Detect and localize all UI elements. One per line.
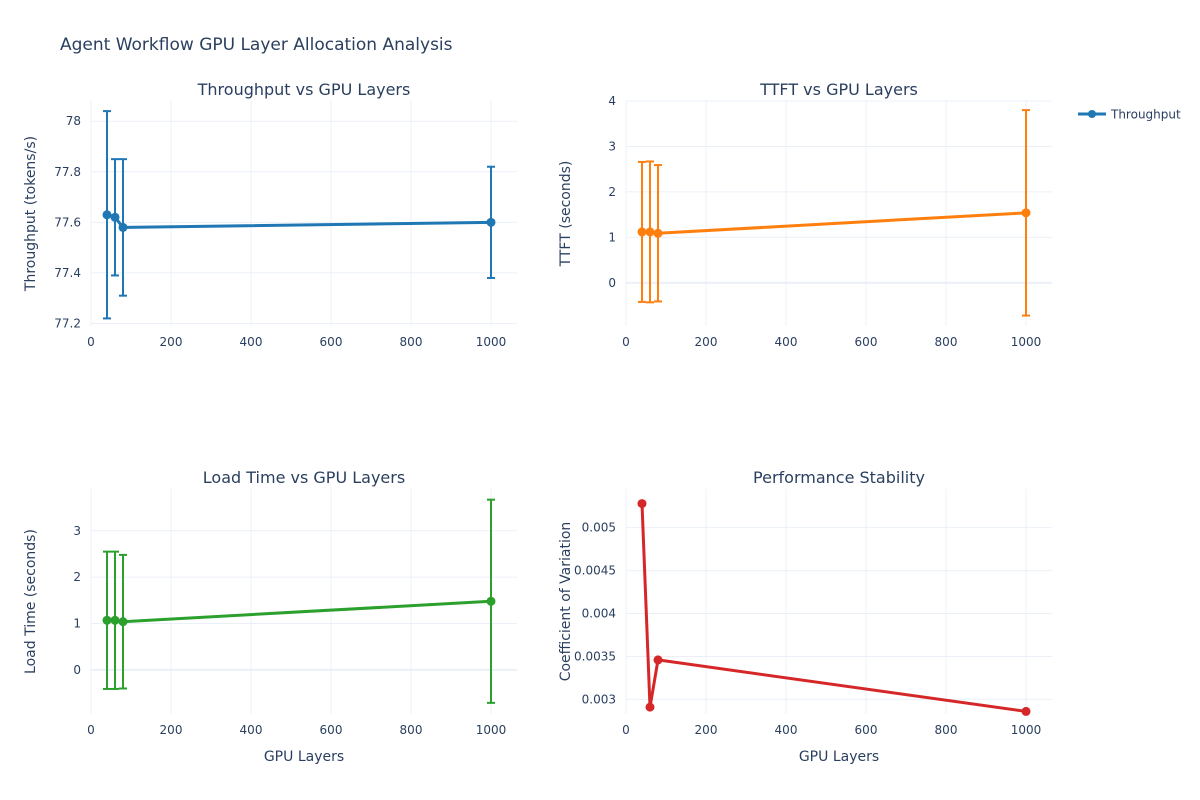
x-tick-label: 600: [855, 723, 878, 737]
x-tick-label: 800: [400, 723, 423, 737]
data-point[interactable]: [637, 227, 647, 237]
y-tick-label: 1: [73, 617, 81, 631]
y-tick-label: 3: [608, 139, 616, 153]
data-point[interactable]: [486, 596, 496, 606]
x-tick-label: 400: [775, 335, 798, 349]
subplot-1: 0 200 400 600 800 1000 77.2 77.4 77.6 77.8 78 Throu…: [23, 80, 517, 349]
x-tick-label: 200: [160, 335, 183, 349]
legend-marker-swatch: [1088, 110, 1096, 118]
subplot-2: 0 200 400 600 800 1000 0 1 2 3 4 TTFT vs GPU Layers…: [558, 80, 1052, 349]
x-tick-label: 400: [775, 723, 798, 737]
series-line: [106, 213, 492, 229]
data-point[interactable]: [1021, 706, 1031, 716]
y-axis-title: Coefficient of Variation: [558, 522, 574, 682]
subplot-title: Load Time vs GPU Layers: [203, 468, 405, 487]
data-point[interactable]: [102, 615, 112, 625]
legend[interactable]: Throughput: [1078, 108, 1181, 122]
series-line: [642, 211, 1027, 235]
x-tick-label: 800: [400, 335, 423, 349]
x-tick-label: 1000: [476, 723, 507, 737]
series-line: [640, 503, 1027, 713]
data-point[interactable]: [486, 217, 496, 227]
x-tick-label: 0: [622, 335, 630, 349]
x-tick-label: 1000: [1011, 723, 1042, 737]
y-axis-title: TTFT (seconds): [558, 161, 574, 268]
y-tick-label: 0.004: [582, 607, 616, 621]
x-axis-title: GPU Layers: [264, 749, 344, 765]
x-tick-label: 600: [855, 335, 878, 349]
x-tick-label: 0: [87, 723, 95, 737]
y-tick-label: 3: [73, 524, 81, 538]
x-tick-label: 200: [695, 335, 718, 349]
y-tick-label: 4: [608, 94, 616, 108]
y-tick-label: 77.2: [54, 316, 81, 330]
y-tick-label: 0.005: [582, 521, 616, 535]
figure-title: Agent Workflow GPU Layer Allocation Anal…: [60, 35, 453, 55]
x-tick-label: 200: [695, 723, 718, 737]
data-point[interactable]: [637, 499, 647, 509]
series-line: [107, 599, 492, 624]
x-tick-label: 1000: [1011, 335, 1042, 349]
x-tick-label: 200: [160, 723, 183, 737]
y-tick-label: 0: [73, 663, 81, 677]
subplot-title: TTFT vs GPU Layers: [759, 80, 918, 99]
x-tick-label: 400: [240, 335, 263, 349]
x-tick-label: 0: [87, 335, 95, 349]
y-tick-label: 0: [608, 276, 616, 290]
data-point[interactable]: [118, 617, 128, 627]
subplot-title: Performance Stability: [753, 468, 925, 487]
data-point[interactable]: [102, 210, 112, 220]
y-tick-label: 0.0045: [574, 564, 616, 578]
y-tick-label: 2: [73, 570, 81, 584]
subplot-3: 0 200 400 600 800 1000 0 1 2 3 Load Time vs GPU La…: [23, 468, 517, 765]
x-tick-label: 800: [935, 723, 958, 737]
x-axis-title: GPU Layers: [799, 749, 879, 765]
x-tick-label: 1000: [476, 335, 507, 349]
x-tick-label: 800: [935, 335, 958, 349]
data-point[interactable]: [110, 615, 120, 625]
legend-label: Throughput: [1110, 108, 1181, 122]
y-axis-title: Throughput (tokens/s): [23, 136, 39, 292]
subplot-4: 0 200 400 600 800 1000 0.003 0.0035 0.004 0.0045 0…: [558, 468, 1052, 765]
y-tick-label: 1: [608, 230, 616, 244]
y-axis-title: Load Time (seconds): [23, 529, 39, 674]
y-tick-label: 77.6: [54, 215, 81, 229]
subplots: 0 200 400 600 800 100077.277.477.677.878Throu…: [23, 80, 1052, 765]
data-point[interactable]: [653, 228, 663, 238]
y-tick-label: 0.003: [582, 692, 616, 706]
y-tick-label: 77.4: [54, 266, 81, 280]
y-tick-label: 0.0035: [574, 649, 616, 663]
data-point[interactable]: [118, 222, 128, 232]
data-point[interactable]: [1021, 208, 1031, 218]
data-point[interactable]: [645, 227, 655, 237]
data-point[interactable]: [645, 702, 655, 712]
x-tick-label: 600: [320, 335, 343, 349]
data-point[interactable]: [653, 655, 663, 665]
x-tick-label: 400: [240, 723, 263, 737]
y-tick-label: 2: [608, 185, 616, 199]
y-tick-label: 77.8: [54, 165, 81, 179]
subplot-title: Throughput vs GPU Layers: [197, 80, 411, 99]
x-tick-label: 600: [320, 723, 343, 737]
y-tick-label: 78: [66, 114, 81, 128]
x-tick-label: 0: [622, 723, 630, 737]
data-point[interactable]: [110, 212, 120, 222]
